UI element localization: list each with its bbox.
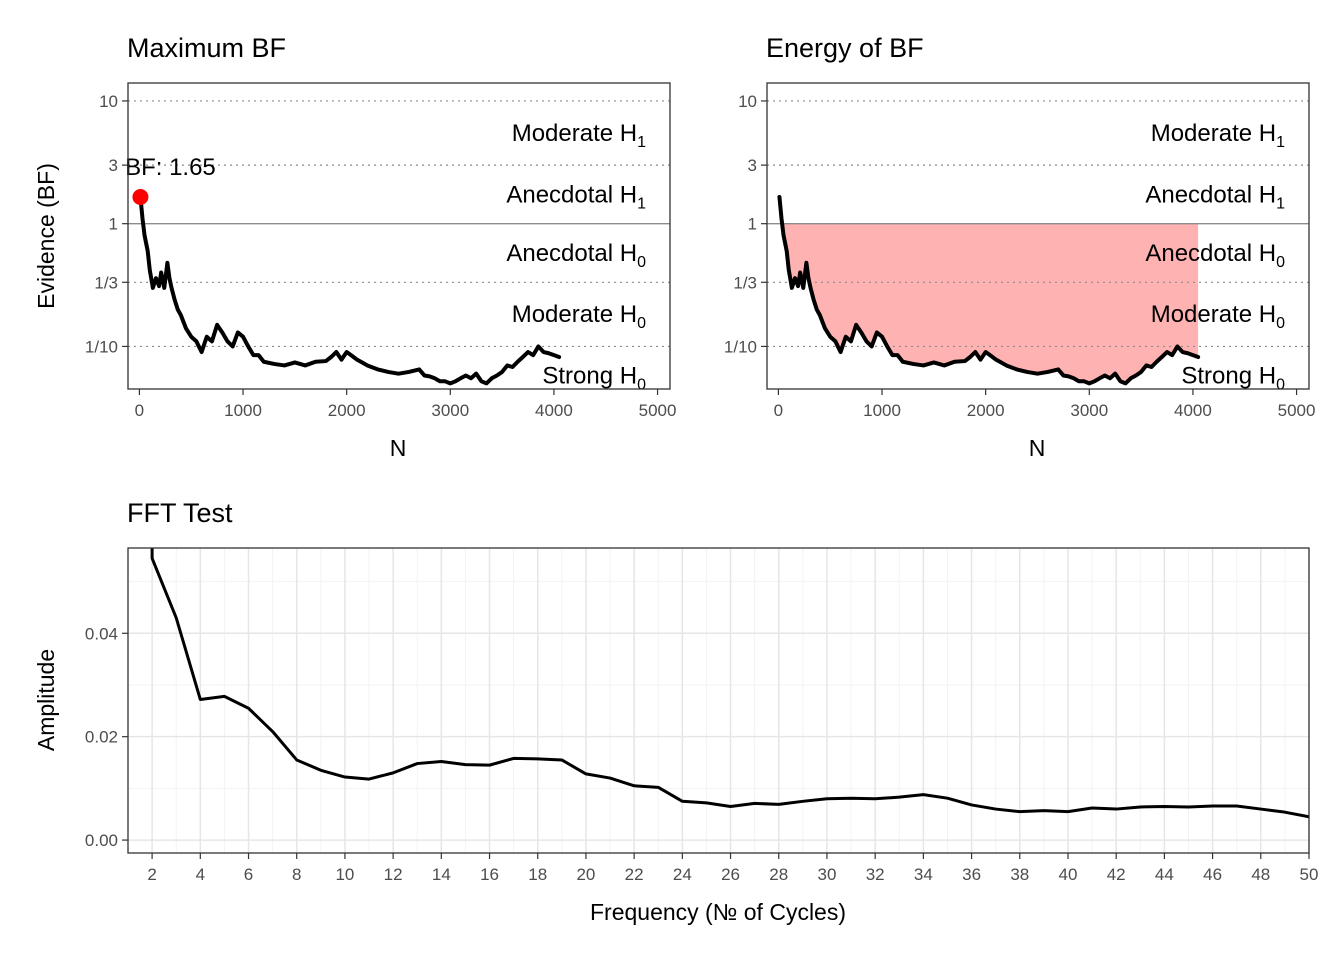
evidence-label: Anecdotal H0 — [506, 240, 646, 271]
evidence-label: Moderate H0 — [512, 301, 646, 332]
x-tick-label: 28 — [769, 865, 788, 884]
y-tick-label: 1 — [109, 215, 118, 234]
x-tick-label: 48 — [1251, 865, 1270, 884]
energy-of-bf-panel: Energy of BF N 1/10 1/3 1 3 10 0 1000 2000 3000 4… — [724, 33, 1316, 461]
x-tick-label: 5000 — [1278, 401, 1316, 420]
evidence-label: Strong H0 — [1181, 362, 1285, 393]
y-tick-label: 1 — [748, 215, 757, 234]
fft-test-x-axis-title: Frequency (№ of Cycles) — [590, 899, 846, 925]
evidence-label: Strong H0 — [542, 362, 646, 393]
x-tick-label: 46 — [1203, 865, 1222, 884]
y-tick-label: 1/3 — [94, 273, 118, 292]
fft-test-plot-area: 0.000.020.042 4 6 8 10 12 14 16 18 20 22 24 26 28 30 32… — [85, 548, 1319, 884]
energy-of-bf-x-axis-title: N — [1029, 435, 1046, 461]
x-tick-label: 2000 — [328, 401, 366, 420]
y-tick-label: 1/10 — [85, 337, 118, 356]
y-tick-label: 1/10 — [724, 337, 757, 356]
x-tick-label: 36 — [962, 865, 981, 884]
fft-test-panel: FFT Test Frequency (№ of Cycles) Amplitu… — [33, 498, 1318, 925]
bf-series-line — [138, 194, 562, 386]
x-tick-label: 40 — [1059, 865, 1078, 884]
evidence-label: Moderate H1 — [1151, 120, 1285, 151]
x-tick-label: 10 — [335, 865, 354, 884]
x-tick-label: 38 — [1010, 865, 1029, 884]
fft-test-y-axis-title: Amplitude — [33, 649, 59, 751]
x-tick-label: 5000 — [639, 401, 677, 420]
x-tick-label: 20 — [576, 865, 595, 884]
evidence-label: Anecdotal H0 — [1145, 240, 1285, 271]
fft-amplitude-line — [150, 548, 1309, 819]
y-tick-label: 10 — [99, 92, 118, 111]
x-tick-label: 26 — [721, 865, 740, 884]
y-tick-label: 0.00 — [85, 831, 118, 850]
bf-series-line — [777, 194, 1201, 386]
x-tick-label: 50 — [1300, 865, 1319, 884]
max-bf-point — [132, 188, 149, 205]
x-tick-label: 3000 — [1070, 401, 1108, 420]
energy-area — [779, 223, 1199, 384]
fft-test-title: FFT Test — [127, 498, 233, 528]
maximum-bf-title: Maximum BF — [127, 33, 286, 63]
x-tick-label: 2 — [147, 865, 156, 884]
max-bf-label: BF: 1.65 — [125, 154, 216, 181]
x-tick-label: 30 — [817, 865, 836, 884]
y-tick-label: 0.04 — [85, 624, 118, 643]
evidence-label: Anecdotal H1 — [506, 181, 646, 212]
x-tick-label: 8 — [292, 865, 301, 884]
y-tick-label: 10 — [738, 92, 757, 111]
x-tick-label: 2000 — [967, 401, 1005, 420]
x-tick-label: 14 — [432, 865, 451, 884]
x-tick-label: 4 — [196, 865, 205, 884]
fft-test-panel-border — [127, 547, 1310, 854]
maximum-bf-x-axis-title: N — [390, 435, 407, 461]
evidence-label: Moderate H1 — [512, 120, 646, 151]
x-tick-label: 42 — [1107, 865, 1126, 884]
x-tick-label: 32 — [866, 865, 885, 884]
y-tick-label: 0.02 — [85, 728, 118, 747]
y-tick-label: 1/3 — [733, 273, 757, 292]
x-tick-label: 0 — [774, 401, 783, 420]
x-tick-label: 3000 — [431, 401, 469, 420]
x-tick-label: 6 — [244, 865, 253, 884]
energy-of-bf-plot-area: 1/10 1/3 1 3 10 0 1000 2000 3000 4000 5000 Moderate… — [724, 92, 1316, 420]
energy-of-bf-panel-border — [766, 82, 1310, 390]
y-tick-label: 3 — [109, 156, 118, 175]
maximum-bf-y-axis-title: Evidence (BF) — [33, 163, 59, 309]
x-tick-label: 0 — [135, 401, 144, 420]
evidence-label: Anecdotal H1 — [1145, 181, 1285, 212]
x-tick-label: 22 — [625, 865, 644, 884]
x-tick-label: 4000 — [535, 401, 573, 420]
x-tick-label: 24 — [673, 865, 692, 884]
x-tick-label: 12 — [384, 865, 403, 884]
x-tick-label: 1000 — [224, 401, 262, 420]
x-tick-label: 1000 — [863, 401, 901, 420]
y-tick-label: 3 — [748, 156, 757, 175]
x-tick-label: 34 — [914, 865, 933, 884]
x-tick-label: 16 — [480, 865, 499, 884]
evidence-label: Moderate H0 — [1151, 301, 1285, 332]
x-tick-label: 4000 — [1174, 401, 1212, 420]
maximum-bf-plot-area: 1/10 1/3 1 3 10 0 1000 2000 3000 4000 5000 Moderate… — [85, 92, 677, 420]
x-tick-label: 44 — [1155, 865, 1174, 884]
maximum-bf-panel-border — [127, 82, 671, 390]
x-tick-label: 18 — [528, 865, 547, 884]
energy-of-bf-title: Energy of BF — [766, 33, 924, 63]
